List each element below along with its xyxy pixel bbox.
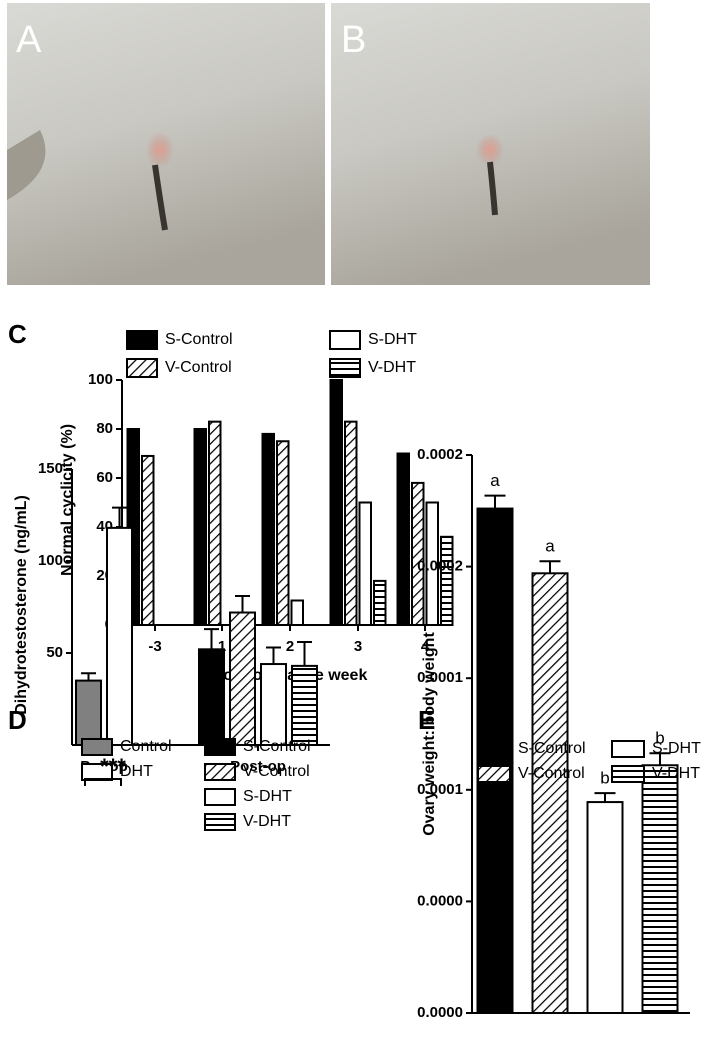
bar xyxy=(358,501,372,626)
y-tick-label: 80 xyxy=(96,420,113,437)
legend-swatch xyxy=(329,330,361,350)
y-axis-label: Dihydrotestosterone (ng/mL) xyxy=(13,495,30,715)
legend-swatch xyxy=(204,763,236,781)
bar xyxy=(75,679,102,746)
x-tick-label: Post-op xyxy=(230,758,286,775)
bar xyxy=(396,452,410,626)
bar xyxy=(641,764,679,1014)
legend-label: V-DHT xyxy=(368,359,416,376)
error-bar xyxy=(297,640,312,666)
bar xyxy=(229,611,256,747)
bar xyxy=(411,481,425,626)
image-label: B xyxy=(341,19,366,61)
bar-annotation: a xyxy=(490,471,500,490)
y-tick-label: 0.0002 xyxy=(417,558,463,575)
legend-swatch xyxy=(477,765,511,783)
y-tick-label: 50 xyxy=(46,644,63,661)
bar xyxy=(476,507,514,1014)
photo-a: A xyxy=(7,3,325,285)
legend-swatch xyxy=(611,740,645,758)
bar xyxy=(261,432,275,626)
y-tick-label: 0.0000 xyxy=(417,1004,463,1021)
legend-swatch xyxy=(204,788,236,806)
bar xyxy=(586,801,624,1014)
bar xyxy=(440,535,454,626)
bar-annotation: a xyxy=(545,537,555,556)
bar xyxy=(291,664,318,747)
legend-label: DHT xyxy=(120,763,153,780)
bar xyxy=(141,454,155,627)
error-bar xyxy=(266,646,281,665)
photo-b: B xyxy=(331,3,650,285)
x-tick-label: 2 xyxy=(286,638,294,655)
legend-label: S-DHT xyxy=(368,331,417,348)
error-bar xyxy=(112,506,127,528)
x-tick-label: 4 xyxy=(421,638,430,655)
legend-label: V-DHT xyxy=(243,813,291,830)
legend-label: V-DHT xyxy=(652,765,700,782)
legend-label: Control xyxy=(120,738,172,755)
bar xyxy=(276,440,290,626)
error-bar xyxy=(649,752,671,766)
significance-label: *** xyxy=(100,754,126,779)
panel-label: E xyxy=(418,705,435,735)
legend-label: S-Control xyxy=(165,331,233,348)
x-tick-label: 1 xyxy=(218,638,226,655)
y-tick-label: 100 xyxy=(88,371,113,388)
y-tick-label: 150 xyxy=(38,460,63,477)
legend-swatch xyxy=(477,740,511,758)
bar xyxy=(290,599,304,626)
panel-label: D xyxy=(8,705,27,735)
legend-label: S-DHT xyxy=(652,740,701,757)
bar xyxy=(198,648,225,747)
bar xyxy=(425,501,439,626)
bar xyxy=(373,579,387,627)
error-bar xyxy=(204,628,219,650)
bar xyxy=(106,526,133,746)
legend-label: V-Control xyxy=(165,359,232,376)
bar xyxy=(193,428,207,626)
error-bar xyxy=(484,494,506,509)
x-tick-label: -3 xyxy=(148,638,161,655)
error-bar xyxy=(235,594,250,613)
bar xyxy=(208,420,222,626)
y-tick-label: 100 xyxy=(38,552,63,569)
legend-label: S-DHT xyxy=(243,788,292,805)
legend-swatch xyxy=(611,765,645,783)
bar xyxy=(260,663,287,746)
significance-bracket xyxy=(84,778,122,786)
y-axis-label: Ovary weight: body weight xyxy=(421,632,438,836)
bar xyxy=(344,420,358,626)
y-tick-label: 0.0000 xyxy=(417,892,463,909)
y-tick-label: 0.0001 xyxy=(417,781,463,798)
bar-annotation: b xyxy=(655,729,664,748)
legend-label: V-Control xyxy=(518,765,585,782)
legend-label: S-Control xyxy=(243,738,311,755)
image-label: A xyxy=(16,19,42,61)
y-tick-label: 60 xyxy=(96,469,113,486)
legend-swatch xyxy=(126,330,158,350)
legend-swatch xyxy=(204,813,236,831)
legend-label: V-Control xyxy=(243,763,310,780)
legend-swatch xyxy=(126,358,158,378)
legend-swatch xyxy=(204,738,236,756)
legend-swatch xyxy=(81,738,113,756)
y-tick-label: 0.0001 xyxy=(417,669,463,686)
panel-label: C xyxy=(8,319,27,349)
error-bar xyxy=(81,672,96,681)
y-tick-label: 0.0002 xyxy=(417,446,463,463)
bar-annotation: b xyxy=(600,769,609,788)
x-tick-label: 3 xyxy=(354,638,362,655)
bar xyxy=(329,379,343,626)
legend-label: S-Control xyxy=(518,740,586,757)
bar xyxy=(531,572,569,1015)
error-bar xyxy=(594,792,616,803)
error-bar xyxy=(539,560,561,574)
legend-swatch xyxy=(329,358,361,378)
